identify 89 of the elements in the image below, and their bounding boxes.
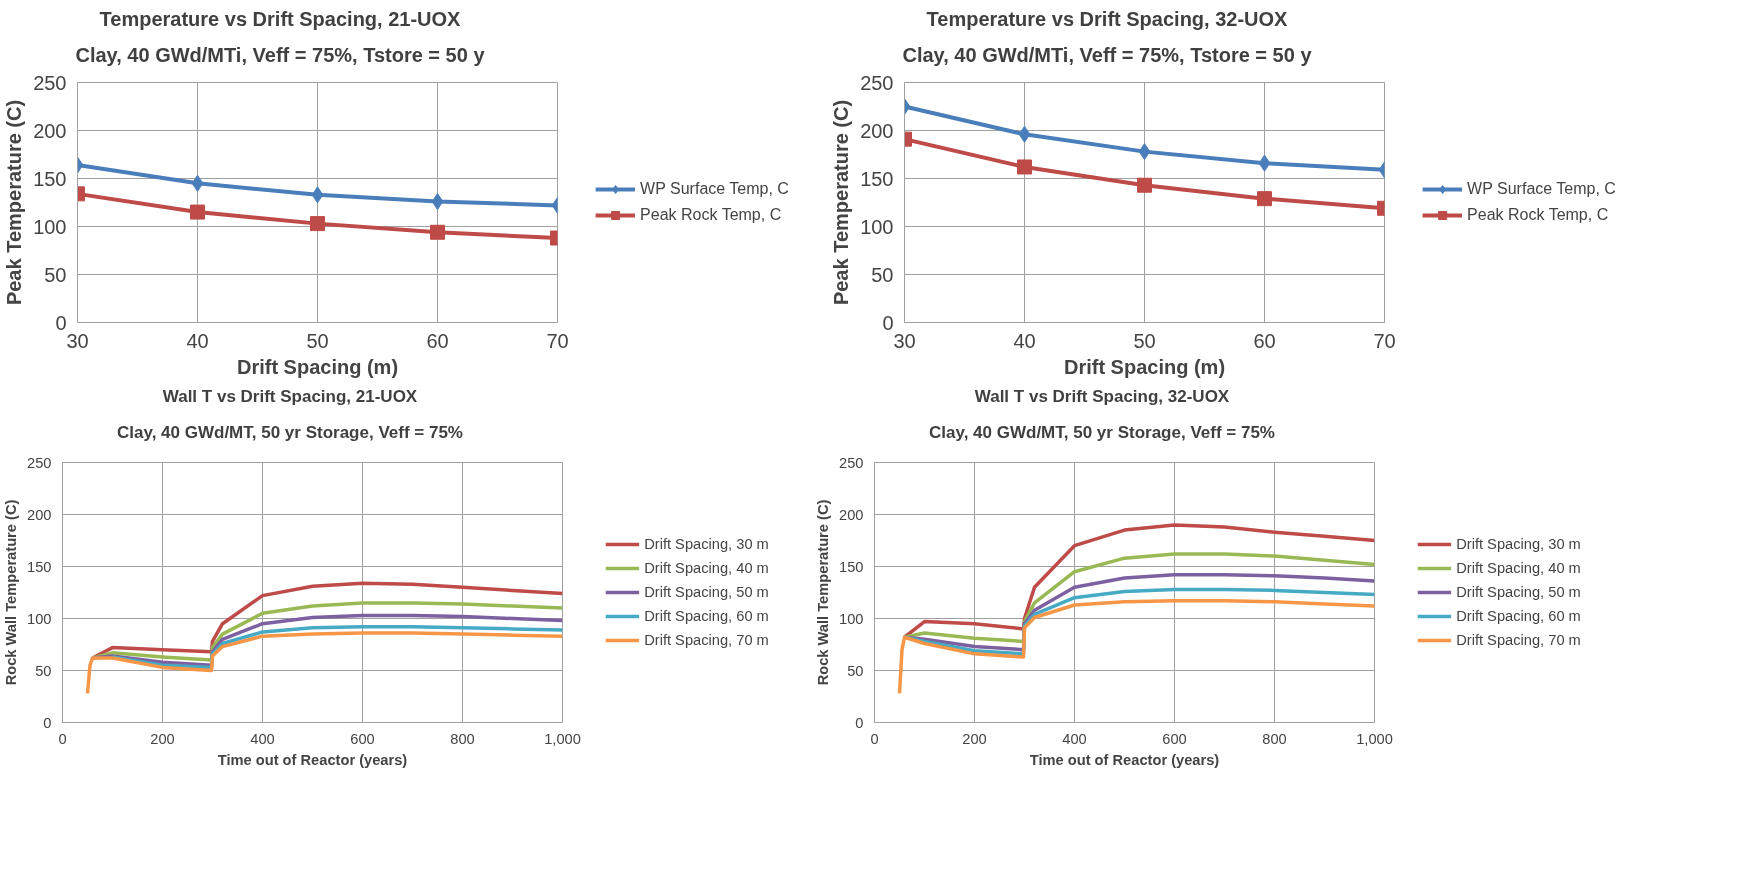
point <box>311 186 324 204</box>
y-tick-label: 50 <box>44 263 67 286</box>
y-tick-label: 50 <box>35 662 52 679</box>
point <box>430 224 445 240</box>
y-tick-label: 150 <box>839 558 864 575</box>
y-axis-title: Rock Wall Temperature (C) <box>3 499 20 686</box>
x-tick-label: 400 <box>250 730 275 747</box>
chart-title: Wall T vs Drift Spacing, 21-UOX <box>162 386 418 408</box>
x-tick-label: 30 <box>66 329 89 352</box>
point <box>191 174 204 192</box>
legend-label: Drift Spacing, 50 m <box>644 584 769 600</box>
y-tick-label: 150 <box>860 167 894 190</box>
y-tick-label: 0 <box>55 311 67 334</box>
y-tick-label: 250 <box>27 454 52 471</box>
legend-label: Drift Spacing, 40 m <box>644 560 769 576</box>
legend-label: Drift Spacing, 30 m <box>1456 536 1581 552</box>
y-tick-label: 200 <box>860 119 894 142</box>
chart-subtitle: Clay, 40 GWd/MTi, Veff = 75%, Tstore = 50 y <box>902 43 1312 68</box>
chart-subtitle: Clay, 40 GWd/MT, 50 yr Storage, Veff = 75% <box>117 422 463 444</box>
line-series <box>85 631 563 696</box>
y-axis-title: Peak Temperature (C) <box>830 99 853 306</box>
y-axis-title: Peak Temperature (C) <box>3 99 26 306</box>
x-tick-label: 200 <box>962 730 987 747</box>
x-tick-label: 50 <box>1133 329 1156 352</box>
line-series <box>897 599 1375 696</box>
legend-label: WP Surface Temp, C <box>640 180 789 198</box>
point <box>1017 159 1032 175</box>
chart-title: Temperature vs Drift Spacing, 32-UOX <box>926 7 1288 32</box>
legend-label: Drift Spacing, 60 m <box>1456 608 1581 624</box>
y-tick-label: 250 <box>860 71 894 94</box>
legend-label: Drift Spacing, 70 m <box>644 632 769 648</box>
chart-subtitle: Clay, 40 GWd/MT, 50 yr Storage, Veff = 75% <box>929 422 1275 444</box>
x-tick-label: 40 <box>1013 329 1036 352</box>
y-tick-label: 100 <box>27 610 52 627</box>
y-tick-label: 200 <box>33 119 67 142</box>
point <box>1138 143 1151 161</box>
y-tick-label: 50 <box>871 263 894 286</box>
y-tick-label: 200 <box>27 506 52 523</box>
x-tick-label: 800 <box>1262 730 1287 747</box>
x-tick-label: 60 <box>1253 329 1276 352</box>
y-tick-label: 200 <box>839 506 864 523</box>
point <box>1018 125 1031 143</box>
y-tick-label: 250 <box>33 71 67 94</box>
y-tick-label: 100 <box>839 610 864 627</box>
legend-label: Drift Spacing, 40 m <box>1456 560 1581 576</box>
point <box>1257 191 1272 207</box>
point <box>431 193 444 211</box>
legend-label: Drift Spacing, 70 m <box>1456 632 1581 648</box>
y-tick-label: 50 <box>847 662 864 679</box>
chart-subtitle: Clay, 40 GWd/MTi, Veff = 75%, Tstore = 50 y <box>75 43 485 68</box>
legend-label: Peak Rock Temp, C <box>640 206 782 224</box>
x-tick-label: 70 <box>1373 329 1396 352</box>
line-series <box>902 552 1375 644</box>
legend-label: Peak Rock Temp, C <box>1467 206 1609 224</box>
x-tick-label: 1,000 <box>544 730 581 747</box>
y-tick-label: 0 <box>855 714 864 731</box>
legend-label: Drift Spacing, 60 m <box>644 608 769 624</box>
x-tick-label: 70 <box>546 329 569 352</box>
point <box>190 204 205 220</box>
point <box>310 216 325 232</box>
y-tick-label: 0 <box>882 311 894 334</box>
x-tick-label: 30 <box>893 329 916 352</box>
legend-label: Drift Spacing, 50 m <box>1456 584 1581 600</box>
chart-title: Temperature vs Drift Spacing, 21-UOX <box>99 7 461 32</box>
legend-label: WP Surface Temp, C <box>1467 180 1616 198</box>
point <box>1258 154 1271 172</box>
chart-title: Wall T vs Drift Spacing, 32-UOX <box>974 386 1230 408</box>
x-axis-title: Drift Spacing (m) <box>236 355 399 378</box>
y-tick-label: 150 <box>33 167 67 190</box>
legend-label: Drift Spacing, 30 m <box>644 536 769 552</box>
y-tick-label: 100 <box>33 215 67 238</box>
y-tick-label: 100 <box>860 215 894 238</box>
y-tick-label: 0 <box>43 714 52 731</box>
x-axis-title: Time out of Reactor (years) <box>1029 751 1220 768</box>
y-tick-label: 250 <box>839 454 864 471</box>
x-tick-label: 800 <box>450 730 475 747</box>
x-tick-label: 40 <box>186 329 209 352</box>
x-axis-title: Drift Spacing (m) <box>1063 355 1226 378</box>
x-tick-label: 60 <box>426 329 449 352</box>
point <box>1137 177 1152 193</box>
x-axis-title: Time out of Reactor (years) <box>217 751 408 768</box>
y-tick-label: 150 <box>27 558 52 575</box>
x-tick-label: 200 <box>150 730 175 747</box>
y-axis-title: Rock Wall Temperature (C) <box>815 499 832 686</box>
x-tick-label: 1,000 <box>1356 730 1393 747</box>
x-tick-label: 600 <box>1162 730 1187 747</box>
x-tick-label: 50 <box>306 329 329 352</box>
x-tick-label: 600 <box>350 730 375 747</box>
x-tick-label: 400 <box>1062 730 1087 747</box>
